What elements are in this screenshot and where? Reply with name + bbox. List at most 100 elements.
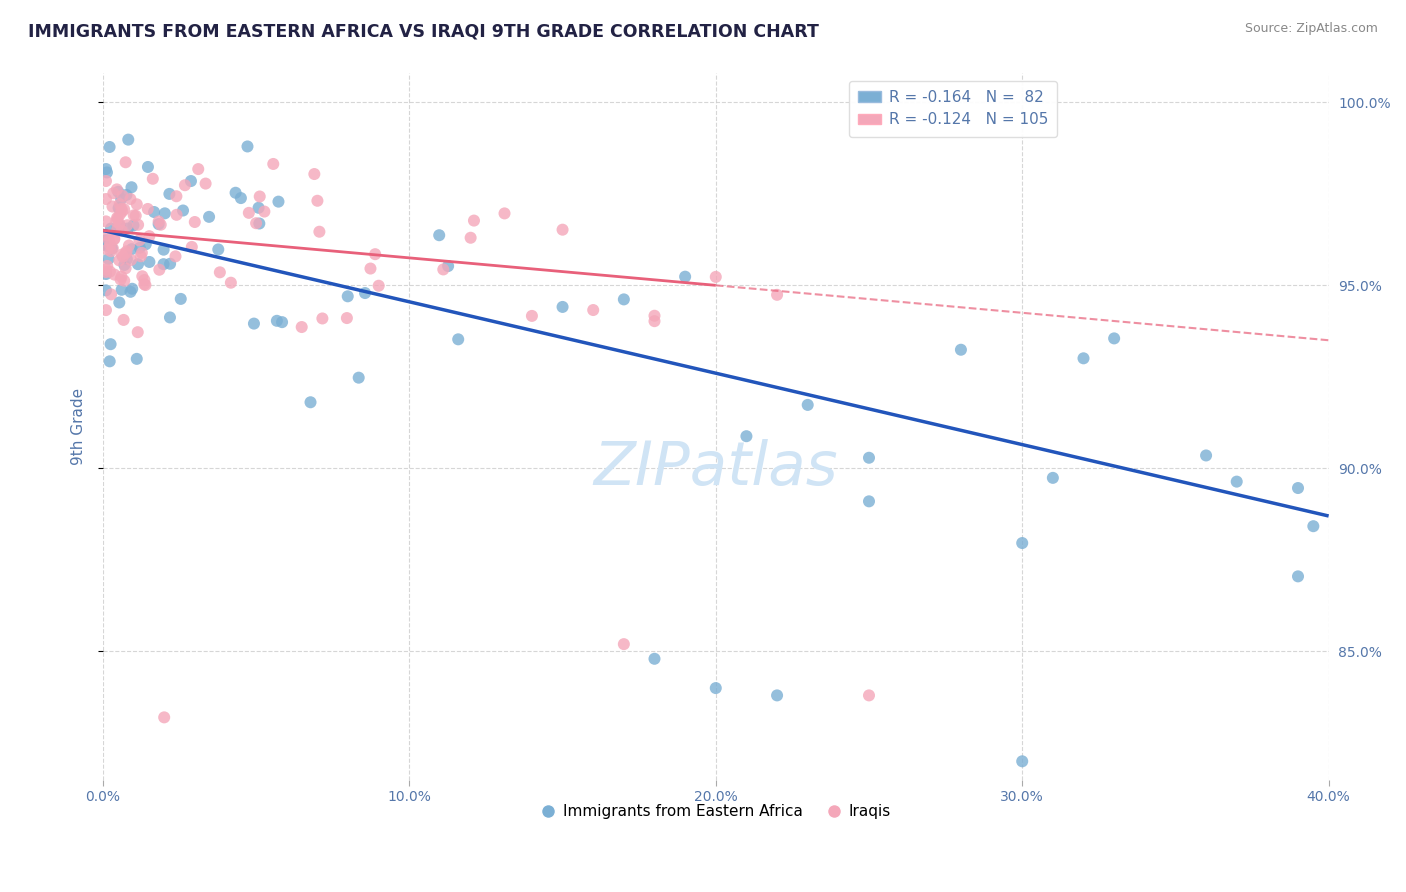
- Point: [100, 287, 122, 301]
- Point: [98, 237, 121, 252]
- Point: [110, 272, 132, 286]
- Point: [1286, 481, 1309, 495]
- Point: [96, 165, 118, 179]
- Point: [148, 262, 170, 277]
- Point: [735, 429, 758, 443]
- Point: [704, 269, 727, 284]
- Point: [152, 257, 174, 271]
- Point: [112, 202, 135, 217]
- Point: [336, 289, 359, 303]
- Point: [115, 244, 138, 259]
- Point: [108, 253, 131, 268]
- Point: [359, 261, 381, 276]
- Point: [364, 247, 387, 261]
- Text: IMMIGRANTS FROM EASTERN AFRICA VS IRAQI 9TH GRADE CORRELATION CHART: IMMIGRANTS FROM EASTERN AFRICA VS IRAQI …: [28, 22, 818, 40]
- Point: [110, 202, 132, 216]
- Point: [267, 194, 290, 209]
- Point: [105, 182, 128, 196]
- Point: [101, 242, 124, 256]
- Point: [766, 689, 789, 703]
- Point: [437, 259, 460, 273]
- Point: [245, 216, 267, 230]
- Point: [153, 710, 176, 724]
- Point: [238, 206, 260, 220]
- Point: [704, 681, 727, 695]
- Point: [131, 245, 153, 260]
- Point: [266, 314, 288, 328]
- Point: [796, 398, 818, 412]
- Point: [121, 242, 143, 256]
- Point: [354, 286, 377, 301]
- Point: [108, 217, 131, 231]
- Point: [108, 295, 131, 310]
- Point: [1102, 331, 1125, 345]
- Point: [157, 186, 180, 201]
- Point: [1286, 569, 1309, 583]
- Point: [94, 237, 117, 252]
- Point: [613, 293, 636, 307]
- Point: [159, 257, 181, 271]
- Point: [101, 200, 124, 214]
- Point: [98, 140, 121, 154]
- Point: [117, 133, 139, 147]
- Point: [148, 214, 170, 228]
- Point: [336, 311, 359, 326]
- Point: [1073, 351, 1095, 366]
- Point: [103, 186, 125, 201]
- Point: [643, 314, 665, 328]
- Point: [142, 171, 165, 186]
- Point: [111, 204, 134, 219]
- Point: [100, 221, 122, 235]
- Point: [111, 247, 134, 261]
- Point: [187, 162, 209, 177]
- Text: Source: ZipAtlas.com: Source: ZipAtlas.com: [1244, 22, 1378, 36]
- Point: [122, 219, 145, 233]
- Point: [100, 244, 122, 259]
- Point: [131, 269, 153, 284]
- Point: [121, 282, 143, 296]
- Point: [94, 227, 117, 242]
- Point: [236, 139, 259, 153]
- Point: [551, 300, 574, 314]
- Point: [174, 178, 197, 193]
- Point: [94, 174, 117, 188]
- Point: [858, 494, 880, 508]
- Point: [111, 250, 134, 264]
- Point: [94, 192, 117, 206]
- Point: [103, 268, 125, 282]
- Point: [120, 285, 142, 299]
- Point: [271, 315, 294, 329]
- Point: [98, 234, 121, 248]
- Point: [108, 197, 131, 211]
- Point: [153, 206, 176, 220]
- Point: [103, 232, 125, 246]
- Point: [111, 283, 134, 297]
- Point: [136, 160, 159, 174]
- Point: [1302, 519, 1324, 533]
- Point: [347, 370, 370, 384]
- Point: [165, 249, 187, 263]
- Point: [138, 255, 160, 269]
- Point: [127, 257, 149, 271]
- Point: [114, 246, 136, 260]
- Point: [262, 157, 284, 171]
- Point: [108, 219, 131, 233]
- Point: [582, 303, 605, 318]
- Point: [1042, 471, 1064, 485]
- Point: [112, 258, 135, 272]
- Point: [115, 252, 138, 267]
- Point: [243, 317, 266, 331]
- Point: [170, 292, 193, 306]
- Point: [136, 202, 159, 216]
- Point: [94, 238, 117, 252]
- Point: [120, 252, 142, 267]
- Point: [111, 189, 134, 203]
- Point: [520, 309, 543, 323]
- Point: [308, 225, 330, 239]
- Point: [463, 213, 485, 227]
- Point: [307, 194, 329, 208]
- Point: [127, 218, 149, 232]
- Point: [165, 189, 187, 203]
- Point: [97, 252, 120, 266]
- Point: [94, 262, 117, 277]
